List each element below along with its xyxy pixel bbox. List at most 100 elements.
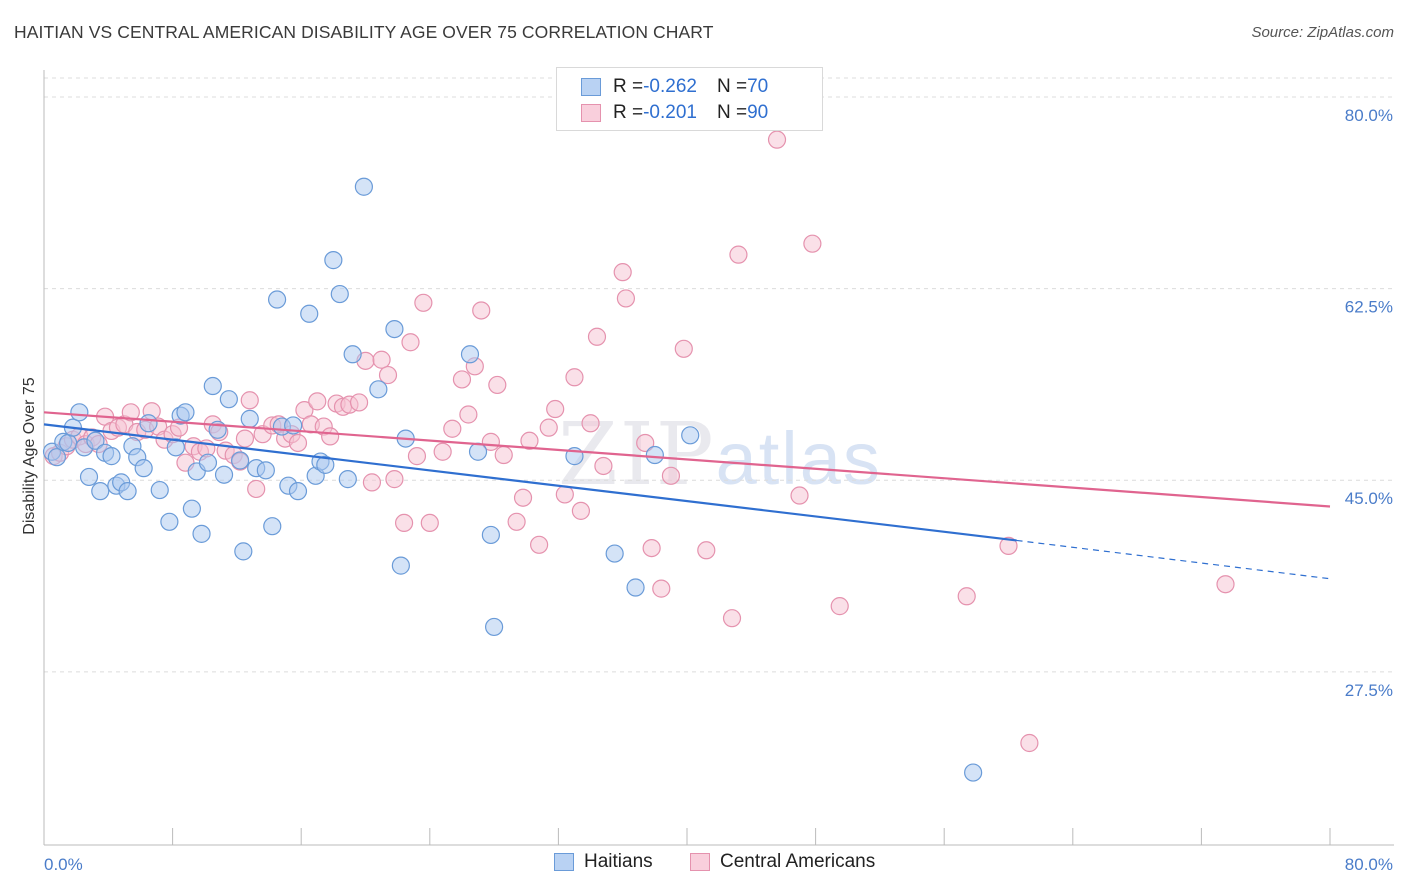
haitian-point — [645, 445, 664, 465]
haitian-point — [219, 390, 238, 409]
haitian-point — [460, 345, 480, 364]
central-american-point — [565, 368, 584, 387]
central-swatch — [581, 104, 601, 122]
axis-labels: 27.5% 45.0% 62.5% 80.0% 0.0% 80.0% Disability … — [21, 106, 1393, 874]
haitian-point — [182, 499, 201, 518]
haitian-point — [288, 482, 308, 501]
central-american-point — [378, 365, 398, 385]
haitian-point — [300, 304, 319, 323]
chart-title: HAITIAN VS CENTRAL AMERICAN DISABILITY A… — [14, 22, 714, 42]
correlation-legend: R = -0.262 N = 70 R = -0.201 N = 90 — [556, 67, 823, 131]
legend-haitians-label: Haitians — [584, 851, 653, 872]
haitian-point — [330, 284, 349, 304]
legend-central-label: Central Americans — [720, 851, 876, 872]
central-american-point — [652, 579, 671, 598]
trend-lines — [43, 411, 1331, 580]
haitian-point — [160, 512, 179, 531]
haitian-point — [964, 763, 983, 782]
central-americans-trend-line — [43, 411, 1331, 508]
haitian-point — [354, 177, 373, 196]
central-american-point — [407, 447, 427, 466]
haitian-point — [118, 482, 137, 501]
central-american-point — [587, 327, 607, 346]
central-american-point — [472, 301, 491, 320]
central-american-point — [555, 485, 574, 504]
y-axis-title: Disability Age Over 75 — [21, 377, 38, 535]
haitian-point — [385, 319, 404, 339]
x-tick-label: 0.0% — [44, 855, 83, 874]
haitian-point — [481, 525, 500, 545]
central-american-point — [722, 609, 742, 628]
source-label: Source: ZipAtlas.com — [1251, 24, 1394, 41]
haitian-point — [70, 403, 89, 422]
haitian-point — [139, 414, 158, 433]
haitians-r-label: R = — [613, 76, 644, 97]
haitian-point — [59, 433, 78, 453]
y-tick-label: 45.0% — [1345, 489, 1393, 508]
haitian-point — [343, 345, 362, 364]
central-american-point — [321, 427, 340, 446]
central-american-point — [433, 442, 452, 461]
central-american-point — [594, 456, 613, 476]
haitians-trend-extension — [1016, 539, 1331, 580]
haitian-point — [86, 431, 105, 450]
haitian-point — [316, 455, 335, 474]
grid — [44, 77, 1394, 673]
central-american-point — [729, 245, 748, 264]
central-american-point — [385, 470, 404, 489]
central-american-point — [394, 513, 414, 533]
central-american-point — [613, 263, 632, 282]
central-americans-series — [44, 130, 1235, 753]
central-american-point — [1216, 575, 1235, 594]
central-american-point — [830, 597, 849, 616]
haitians-r-value: -0.262 — [643, 76, 697, 97]
haitians-n-value: 70 — [747, 76, 769, 97]
haitian-point — [605, 544, 624, 563]
central-american-point — [539, 418, 558, 437]
haitian-point — [263, 517, 282, 536]
central-n-value: 90 — [747, 102, 769, 123]
central-american-point — [488, 375, 507, 395]
haitian-point — [192, 524, 211, 543]
haitian-point — [47, 448, 66, 467]
central-american-point — [349, 393, 369, 412]
central-american-point — [530, 535, 549, 554]
central-r-value: -0.201 — [643, 102, 697, 123]
legend-row-haitians: R = -0.262 N = 70 — [581, 75, 768, 99]
central-american-point — [697, 541, 716, 560]
central-american-point — [240, 391, 259, 410]
central-american-point — [235, 429, 255, 448]
haitian-point — [79, 467, 99, 487]
haitian-point — [203, 376, 222, 396]
haitian-point — [134, 459, 153, 478]
central-american-point — [546, 399, 565, 419]
central-american-point — [414, 293, 433, 312]
central-american-point — [581, 414, 600, 433]
central-american-point — [571, 501, 591, 520]
haitian-point — [267, 290, 287, 309]
legend-haitians-swatch — [554, 853, 574, 871]
central-n-label: N = — [716, 102, 748, 123]
central-american-point — [803, 234, 822, 253]
haitians-series — [42, 177, 983, 782]
central-american-point — [642, 538, 661, 558]
central-american-point — [362, 473, 382, 492]
x-tick-label: 80.0% — [1345, 855, 1393, 874]
central-american-point — [443, 419, 462, 438]
watermark-atlas: atlas — [715, 417, 882, 500]
haitian-point — [240, 409, 259, 428]
central-american-point — [121, 403, 140, 422]
haitian-point — [485, 617, 504, 637]
central-american-point — [520, 431, 539, 450]
haitian-point — [91, 482, 110, 501]
central-american-point — [661, 466, 681, 485]
haitian-point — [231, 451, 250, 470]
central-american-point — [507, 512, 526, 531]
haitians-trend-line — [43, 423, 1017, 542]
central-american-point — [636, 433, 655, 453]
axes — [43, 70, 1394, 846]
haitian-point — [369, 380, 388, 399]
haitians-n-label: N = — [716, 76, 748, 97]
series-legend: Haitians Central Americans — [0, 851, 1406, 877]
